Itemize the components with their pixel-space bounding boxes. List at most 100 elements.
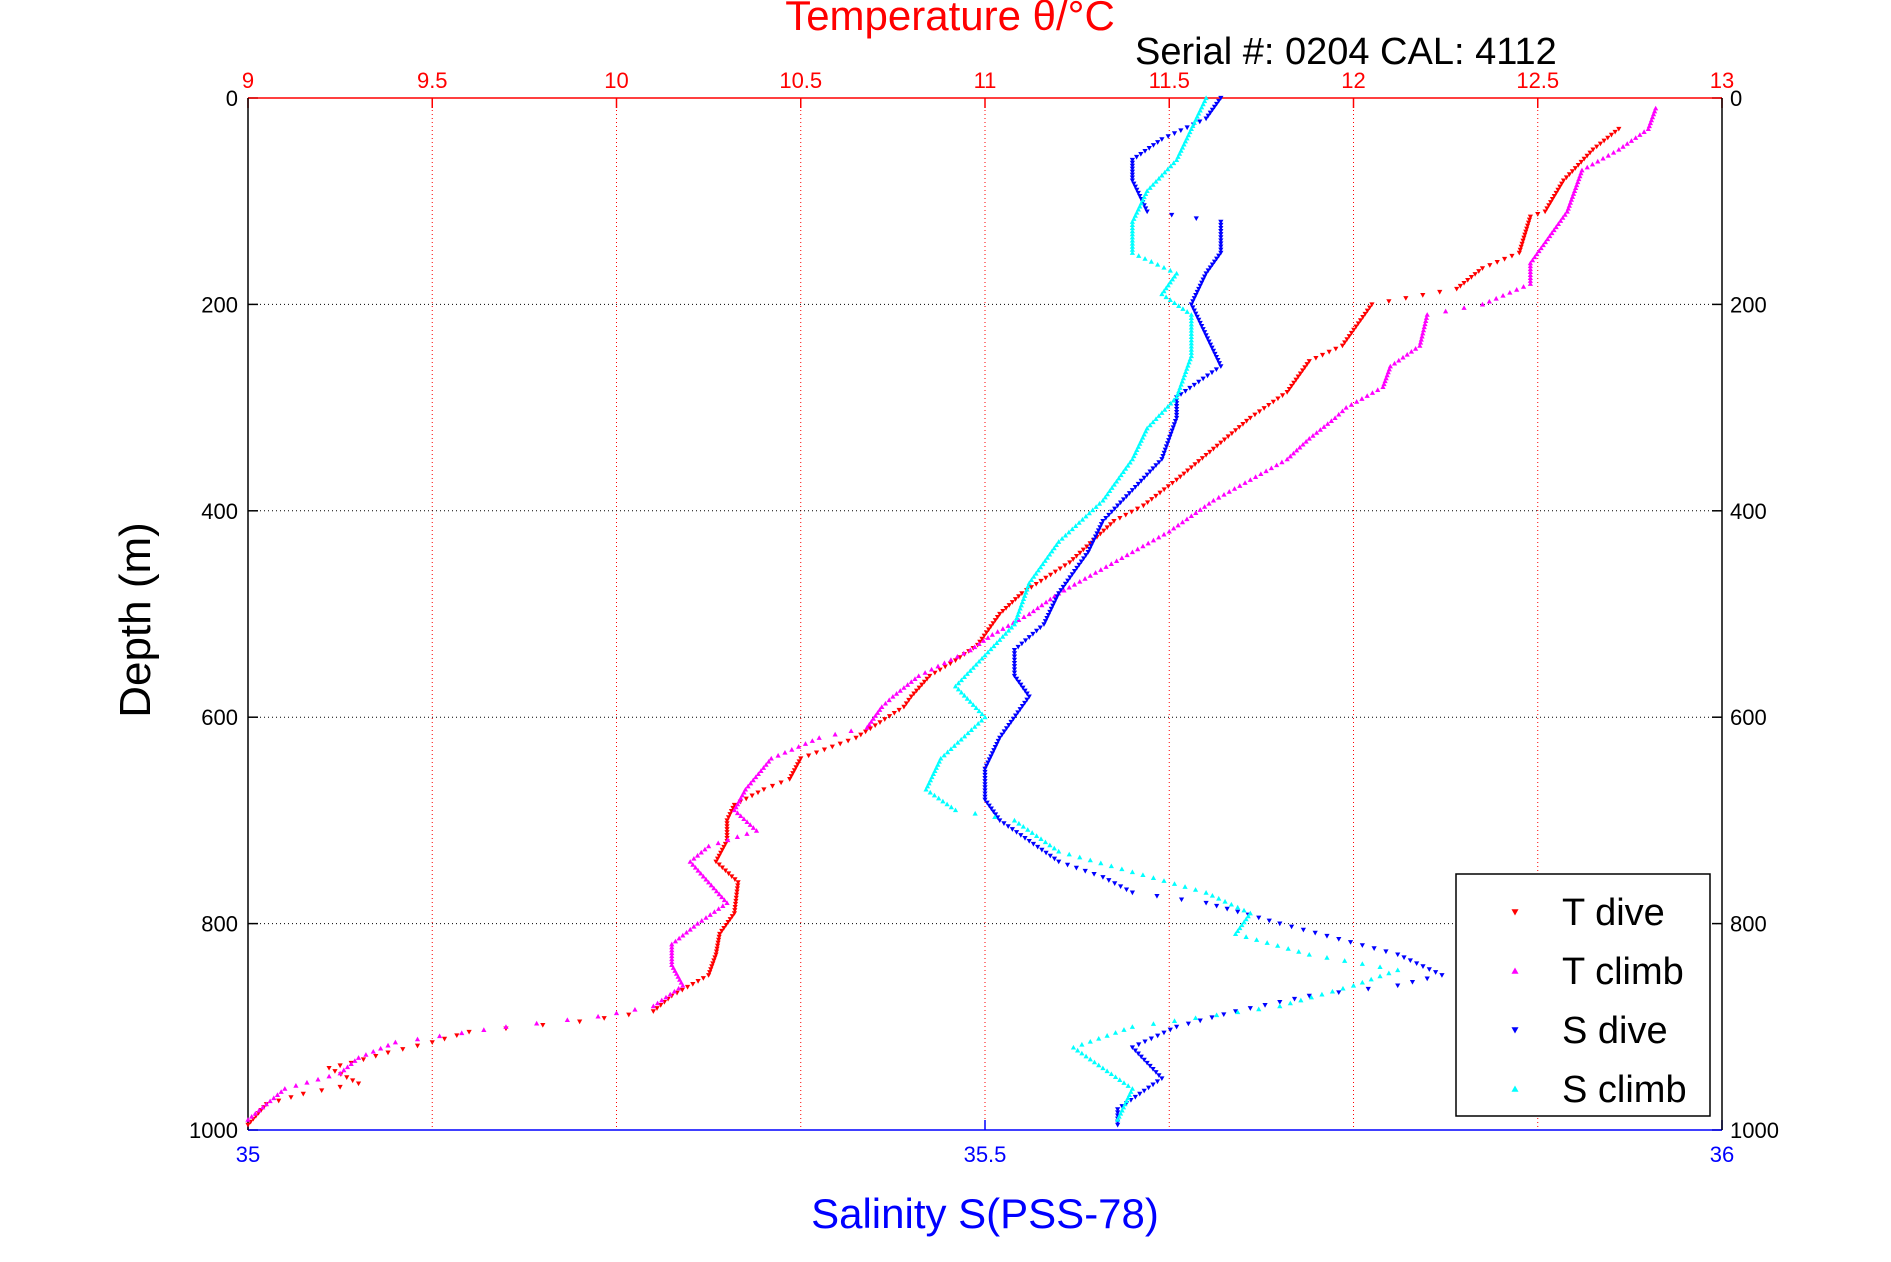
legend-label: T dive bbox=[1562, 892, 1665, 934]
data-point bbox=[1414, 961, 1420, 967]
data-point bbox=[713, 949, 720, 955]
data-point bbox=[1287, 453, 1293, 459]
data-point bbox=[967, 647, 973, 653]
data-point bbox=[1159, 1076, 1165, 1081]
data-point bbox=[1235, 909, 1241, 915]
data-point bbox=[1140, 543, 1146, 549]
data-point bbox=[1011, 667, 1018, 673]
data-point bbox=[1261, 406, 1267, 411]
data-point bbox=[958, 689, 965, 695]
data-point bbox=[1174, 270, 1180, 276]
data-point bbox=[1155, 140, 1161, 145]
data-point bbox=[1120, 497, 1127, 503]
tick-label-depth-left: 0 bbox=[226, 86, 238, 111]
data-point bbox=[1218, 219, 1224, 225]
data-point bbox=[1115, 503, 1121, 509]
data-point bbox=[1286, 386, 1292, 392]
data-point bbox=[1129, 166, 1135, 172]
data-point bbox=[1369, 390, 1376, 395]
data-point bbox=[703, 915, 709, 920]
data-series bbox=[245, 95, 1659, 1128]
data-point bbox=[1148, 259, 1154, 264]
data-point bbox=[1560, 215, 1566, 220]
data-point bbox=[650, 1009, 656, 1014]
data-point bbox=[964, 696, 970, 701]
data-point bbox=[886, 714, 893, 719]
data-point bbox=[935, 663, 941, 669]
data-point bbox=[1082, 868, 1088, 874]
data-point bbox=[698, 849, 704, 855]
data-point bbox=[1197, 1018, 1203, 1024]
tick-label-salinity: 35.5 bbox=[964, 1142, 1007, 1167]
data-point bbox=[985, 649, 991, 655]
data-point bbox=[1165, 403, 1171, 409]
data-point bbox=[1279, 393, 1286, 398]
data-point bbox=[1204, 336, 1211, 342]
data-point bbox=[1589, 161, 1596, 167]
data-point bbox=[392, 1039, 398, 1045]
data-point bbox=[1129, 228, 1135, 234]
tick-label-temp: 10.5 bbox=[779, 68, 822, 93]
data-point bbox=[997, 735, 1003, 741]
data-point bbox=[724, 833, 730, 838]
data-point bbox=[1197, 320, 1203, 326]
data-point bbox=[706, 843, 712, 849]
data-point bbox=[1295, 374, 1301, 380]
data-point bbox=[1191, 308, 1197, 314]
data-point bbox=[1135, 546, 1141, 552]
data-point bbox=[716, 937, 722, 943]
data-point bbox=[724, 827, 730, 832]
data-point bbox=[901, 704, 907, 710]
data-point bbox=[1013, 676, 1020, 682]
data-point bbox=[1535, 212, 1541, 217]
data-point bbox=[1569, 169, 1575, 174]
data-point bbox=[1159, 457, 1165, 462]
data-point bbox=[731, 802, 738, 808]
data-point bbox=[1266, 402, 1272, 408]
data-point bbox=[901, 685, 907, 690]
data-point bbox=[1199, 280, 1205, 286]
data-point bbox=[1401, 955, 1407, 961]
data-point bbox=[1196, 317, 1202, 323]
data-point bbox=[1284, 390, 1290, 395]
data-point bbox=[1581, 156, 1587, 162]
data-point bbox=[1129, 169, 1135, 175]
tick-label-depth-right: 600 bbox=[1730, 705, 1767, 730]
data-point bbox=[1033, 570, 1039, 576]
data-point bbox=[691, 923, 697, 929]
data-point bbox=[1184, 309, 1190, 314]
data-point bbox=[1465, 277, 1471, 283]
data-point bbox=[1035, 567, 1041, 573]
data-point bbox=[1045, 612, 1051, 618]
data-point bbox=[1112, 1030, 1119, 1035]
data-point bbox=[1112, 506, 1118, 512]
data-point bbox=[271, 1095, 277, 1101]
data-point bbox=[1232, 931, 1239, 936]
data-point bbox=[1085, 550, 1091, 555]
data-point bbox=[1191, 382, 1197, 388]
data-point bbox=[989, 751, 995, 756]
data-point bbox=[755, 790, 761, 796]
data-point bbox=[1000, 608, 1006, 614]
data-point bbox=[1104, 491, 1111, 497]
data-point bbox=[1241, 919, 1247, 925]
data-point bbox=[1102, 494, 1108, 500]
data-point bbox=[985, 635, 991, 640]
data-point bbox=[1026, 838, 1032, 844]
data-point bbox=[1519, 241, 1525, 247]
data-point bbox=[976, 708, 982, 714]
data-point bbox=[694, 921, 701, 926]
data-point bbox=[1284, 456, 1290, 462]
data-point bbox=[1188, 347, 1194, 352]
data-point bbox=[1420, 330, 1426, 336]
data-point bbox=[872, 713, 879, 718]
data-point bbox=[1188, 315, 1194, 320]
data-point bbox=[1190, 299, 1196, 304]
data-point bbox=[727, 917, 733, 922]
data-point bbox=[414, 1036, 421, 1042]
data-point bbox=[1086, 510, 1092, 516]
data-point bbox=[1472, 272, 1478, 277]
data-point bbox=[1082, 576, 1088, 581]
data-point bbox=[1145, 500, 1151, 506]
data-point bbox=[1106, 878, 1112, 883]
